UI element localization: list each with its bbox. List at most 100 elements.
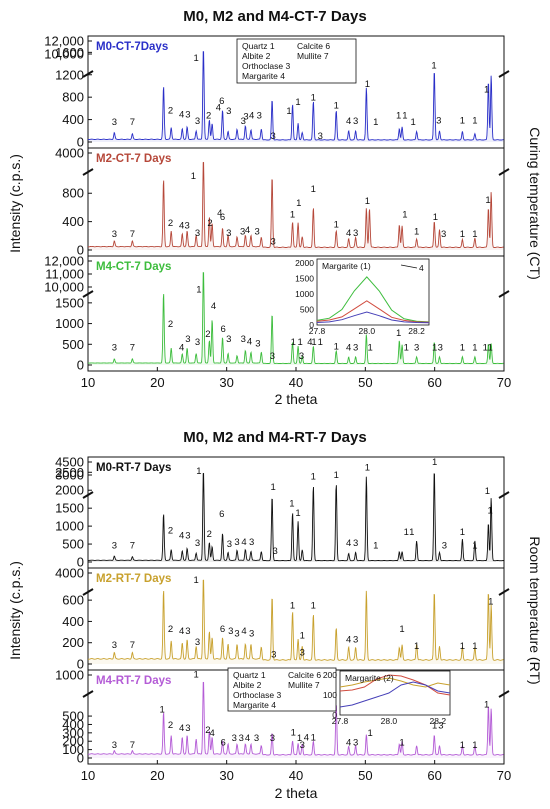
peak-label: 3	[195, 337, 200, 348]
peak-label: 1	[365, 462, 370, 473]
x-tick-label: 40	[289, 375, 303, 390]
y-tick-label: 500	[62, 537, 84, 552]
peak-label: 1	[472, 116, 477, 127]
x-axis-label: 2 theta	[275, 785, 318, 801]
peak-label: 6	[219, 509, 224, 520]
peak-label: 1	[472, 229, 477, 240]
axis-break-left	[82, 290, 94, 298]
peak-label: 2	[168, 105, 173, 116]
y-tick-label-upper: 12,000	[44, 254, 84, 269]
peak-label: 1	[396, 328, 401, 339]
panel-label: M2-RT-7 Days	[96, 573, 171, 585]
y-tick-label: 1500	[55, 501, 84, 516]
peak-label: 2	[206, 110, 211, 121]
peak-label: 1	[196, 285, 201, 296]
peak-label: 1	[194, 53, 199, 64]
x-tick-label: 50	[358, 375, 372, 390]
peak-label: 7	[130, 117, 135, 128]
peak-label: 3	[240, 226, 245, 237]
peak-label: 1	[311, 184, 316, 195]
peak-label: 1	[318, 337, 323, 348]
pattern-fill	[88, 473, 504, 562]
legend-box	[227, 667, 337, 712]
peak-label: 3	[185, 626, 190, 637]
peak-label: 4	[346, 538, 351, 549]
peak-label: 1	[160, 705, 165, 716]
peak-label: 1	[290, 209, 295, 220]
inset-chart: 0 500 1000 1500 2000 27.8 28.0 28.2 Margarite (1…	[295, 258, 430, 336]
side-label: Room temperature (RT)	[527, 536, 543, 684]
legend-entry: Margarite 4	[242, 71, 285, 81]
peak-label: 3	[299, 351, 304, 362]
legend-entry: Orthoclase 3	[233, 690, 281, 700]
peak-label: 7	[130, 740, 135, 751]
peak-label: 1	[488, 596, 493, 607]
peak-label: 1	[472, 343, 477, 354]
peak-label: 7	[130, 343, 135, 354]
y-tick-label-upper: 11,000	[45, 267, 84, 282]
peak-label: 3	[184, 221, 189, 232]
peak-label: 1	[300, 630, 305, 641]
peak-label: 3	[185, 531, 190, 542]
peak-label: 1	[432, 343, 437, 354]
peak-label: 3	[353, 538, 358, 549]
peak-label: 3	[353, 228, 358, 239]
peak-label: 6	[219, 96, 224, 107]
peak-label: 3	[195, 637, 200, 648]
peak-label: 1	[487, 506, 492, 517]
peak-label: 2	[205, 329, 210, 340]
peak-label: 1	[396, 110, 401, 121]
peak-label: 3	[226, 228, 231, 239]
peak-label: 2	[168, 218, 173, 229]
peak-label: 2	[207, 529, 212, 540]
peak-label: 3	[254, 733, 259, 744]
peak-label: 1	[483, 343, 488, 354]
y-tick-label: 0	[77, 135, 84, 150]
inset-series-line	[316, 311, 430, 324]
pattern-line	[87, 681, 504, 756]
peak-label: 3	[195, 116, 200, 127]
pattern-line	[88, 272, 504, 365]
peak-label: 1	[484, 700, 489, 711]
peak-label: 4	[209, 728, 214, 739]
peak-label: 1	[291, 727, 296, 738]
panel-label: M4-CT-7 Days	[96, 261, 171, 273]
peak-label: 3	[185, 334, 190, 345]
peak-label: 3	[353, 116, 358, 127]
peak-label: 1	[368, 728, 373, 739]
peak-label: 1	[460, 740, 465, 751]
peak-label: 1	[460, 229, 465, 240]
peak-label: 3	[255, 338, 260, 349]
inset-series-line	[316, 276, 430, 323]
y-tick-label: 800	[62, 186, 84, 201]
peak-label: 7	[130, 640, 135, 651]
peak-label: 1	[290, 601, 295, 612]
y-tick-label-upper: 3000	[55, 468, 84, 483]
y-tick-label: 0	[77, 243, 84, 258]
peak-label: 1	[295, 508, 300, 519]
peak-label: 2	[207, 218, 212, 229]
peak-label: 1	[368, 343, 373, 354]
peak-label: 1	[311, 601, 316, 612]
y-tick-label: 0	[77, 751, 84, 766]
peak-label: 2	[168, 319, 173, 330]
legend-entry: Calcite 6	[288, 670, 321, 680]
peak-label: 3	[273, 546, 278, 557]
peak-label: 1	[289, 498, 294, 509]
peak-label: 1	[432, 721, 437, 732]
peak-label: 3	[185, 723, 190, 734]
y-tick-label-upper: 4500	[55, 455, 84, 470]
x-tick-label: 60	[427, 375, 441, 390]
panel-label: M4-RT-7 Days	[96, 675, 171, 687]
inset-x-tick: 27.8	[309, 326, 326, 336]
axis-break-left	[82, 588, 94, 596]
peak-label: 3	[270, 351, 275, 362]
legend-entry: Albite 2	[242, 51, 271, 61]
y-tick-label: 100	[62, 742, 84, 757]
peak-label: 1	[487, 343, 492, 354]
y-tick-label: 400	[62, 717, 84, 732]
y-tick-label: 300	[62, 725, 84, 740]
